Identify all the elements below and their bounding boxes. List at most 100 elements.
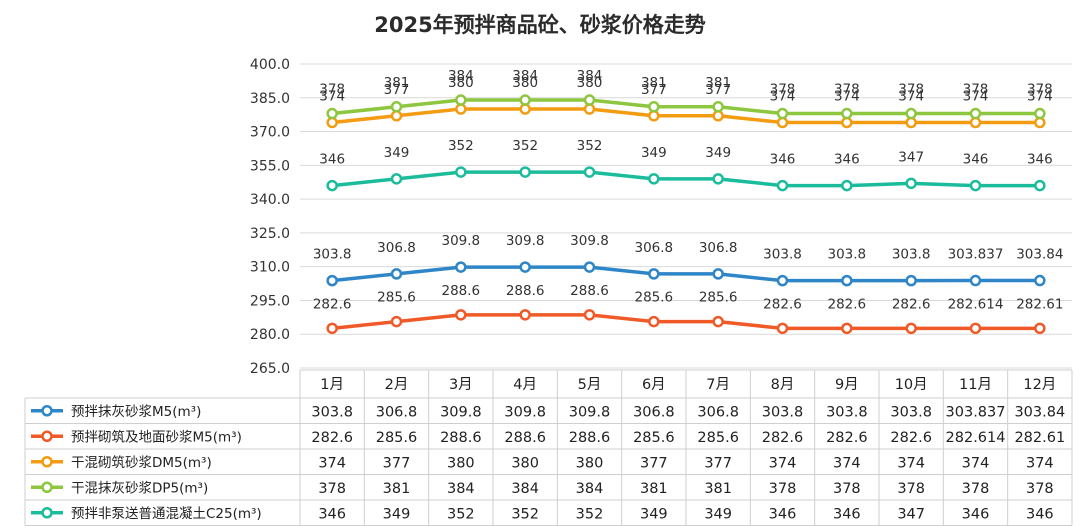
data-point <box>519 94 531 106</box>
data-point <box>776 116 789 129</box>
table-cell: 352 <box>511 506 539 522</box>
data-point <box>326 116 338 129</box>
table-cell: 352 <box>576 506 604 522</box>
table-cell: 349 <box>704 506 732 522</box>
x-category-label: 12月 <box>1023 377 1056 393</box>
data-point <box>390 110 403 122</box>
data-point <box>905 116 917 129</box>
series-line-4 <box>331 98 1040 116</box>
table-cell: 374 <box>318 455 346 471</box>
table-cell: 303.8 <box>826 404 868 420</box>
data-label: 303.837 <box>948 247 1004 263</box>
data-point <box>583 166 596 178</box>
x-category-label: 8月 <box>771 377 795 393</box>
table-cell: 346 <box>769 506 797 522</box>
data-point <box>969 116 982 129</box>
table-cell: 282.614 <box>946 430 1006 446</box>
legend-entry: 干混抹灰砂浆DP5(m³) <box>71 480 208 496</box>
data-point <box>1034 322 1046 335</box>
y-tick-label: 310.0 <box>250 260 290 276</box>
data-point <box>326 179 338 192</box>
table-cell: 374 <box>769 455 797 471</box>
table-cell: 346 <box>318 506 346 522</box>
table-cell: 309.8 <box>569 404 611 420</box>
data-label: 282.6 <box>892 296 931 312</box>
x-category-label: 1月 <box>320 377 344 393</box>
legend-marker <box>41 481 53 493</box>
data-label: 378 <box>770 82 796 98</box>
y-tick-label: 295.0 <box>250 293 290 309</box>
y-tick-label: 280.0 <box>250 327 290 343</box>
data-point <box>455 261 467 273</box>
table-cell: 378 <box>962 481 990 497</box>
data-label: 384 <box>448 68 474 84</box>
data-point <box>712 315 724 328</box>
data-label: 374 <box>834 89 860 105</box>
data-label: 306.8 <box>377 240 416 256</box>
data-label: 303.8 <box>763 247 802 263</box>
series-line-3 <box>331 107 1040 125</box>
data-label: 288.6 <box>570 283 609 299</box>
data-label: 352 <box>577 138 603 154</box>
y-tick-label: 355.0 <box>250 158 290 174</box>
data-label: 288.6 <box>506 283 545 299</box>
x-category-label: 5月 <box>578 377 602 393</box>
table-cell: 380 <box>447 455 475 471</box>
data-point <box>1034 179 1046 192</box>
data-label: 346 <box>963 152 989 168</box>
data-point <box>712 110 724 122</box>
y-tick-label: 340.0 <box>250 192 290 208</box>
data-point <box>1034 107 1046 120</box>
table-cell: 282.6 <box>890 430 932 446</box>
data-point <box>841 322 853 335</box>
table-cell: 285.6 <box>633 430 675 446</box>
data-label: 349 <box>641 145 667 161</box>
y-tick-label: 265.0 <box>250 361 290 377</box>
data-label: 303.8 <box>313 247 352 263</box>
table-cell: 346 <box>1026 506 1054 522</box>
table-cell: 381 <box>640 481 668 497</box>
table-cell: 380 <box>576 455 604 471</box>
data-label: 285.6 <box>377 290 416 306</box>
table-cell: 349 <box>640 506 668 522</box>
data-label: 352 <box>512 138 538 154</box>
legend-marker <box>41 456 53 468</box>
table-cell: 288.6 <box>569 430 611 446</box>
data-label: 380 <box>512 75 538 91</box>
table-cell: 384 <box>447 481 475 497</box>
data-label: 285.6 <box>699 290 738 306</box>
data-point <box>648 173 660 185</box>
data-point <box>583 261 596 273</box>
data-label: 384 <box>512 68 538 84</box>
data-label: 378 <box>834 82 860 98</box>
gridlines <box>300 63 1072 369</box>
chart-title: 2025年预拌商品砼、砂浆价格走势 <box>374 13 705 37</box>
x-category-label: 10月 <box>895 377 928 393</box>
data-label: 282.61 <box>1016 296 1063 312</box>
table-cell: 384 <box>576 481 604 497</box>
table-cell: 378 <box>897 481 925 497</box>
data-point <box>390 315 403 328</box>
table-cell: 378 <box>1026 481 1054 497</box>
table-cell: 303.8 <box>311 404 353 420</box>
data-point <box>712 101 724 113</box>
data-label: 303.8 <box>892 247 931 263</box>
table-cell: 381 <box>383 481 411 497</box>
table-cell: 288.6 <box>440 430 482 446</box>
legend-marker <box>41 405 53 417</box>
data-point <box>390 268 403 280</box>
table-cell: 303.8 <box>762 404 804 420</box>
data-label: 309.8 <box>442 233 481 249</box>
table-cell: 303.837 <box>946 404 1006 420</box>
data-point <box>969 107 982 120</box>
table-cell: 306.8 <box>633 404 675 420</box>
x-category-label: 9月 <box>835 377 859 393</box>
data-point <box>712 173 724 185</box>
data-label: 346 <box>770 152 796 168</box>
data-label: 381 <box>641 75 667 91</box>
data-point <box>648 268 660 280</box>
data-label: 303.8 <box>828 247 867 263</box>
data-label: 377 <box>384 82 410 98</box>
data-label: 377 <box>641 82 667 98</box>
